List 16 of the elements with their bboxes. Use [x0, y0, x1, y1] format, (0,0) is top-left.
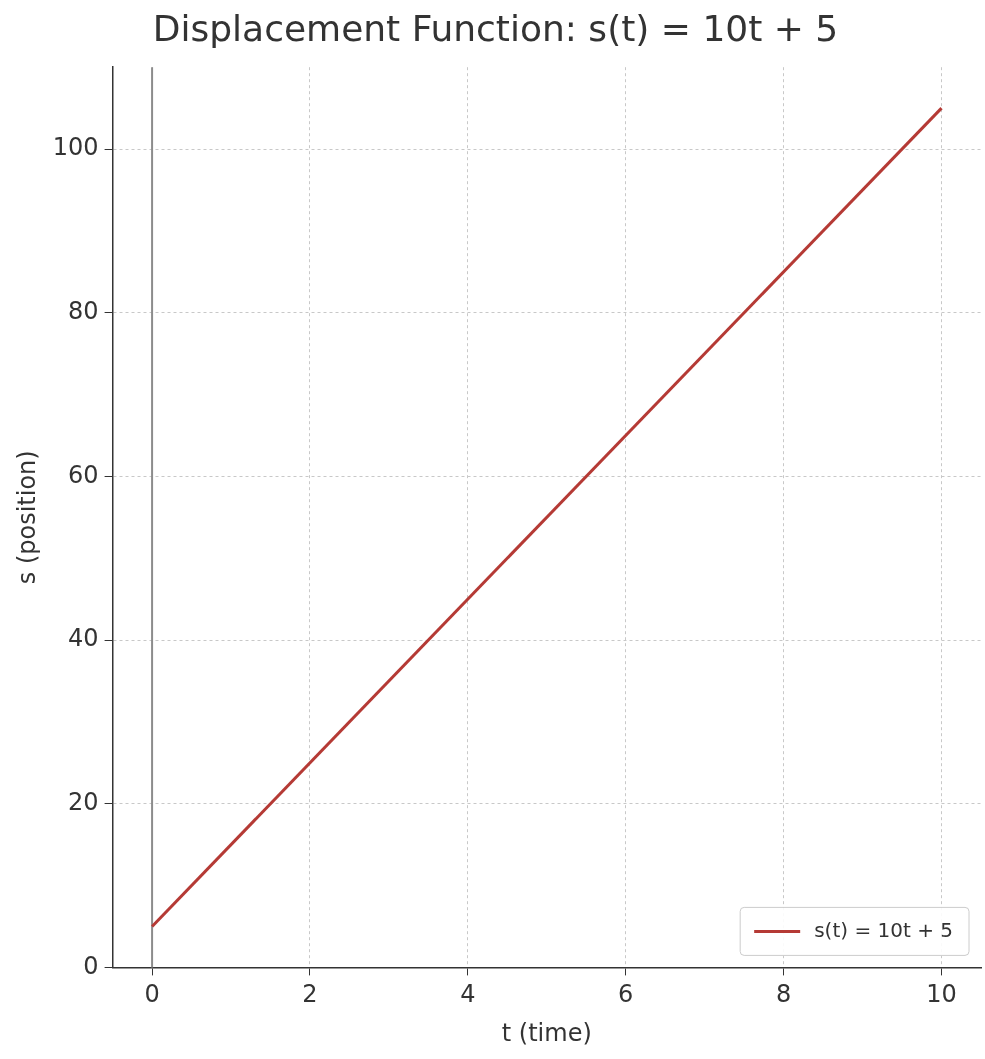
y-tick-label: 0 [83, 951, 99, 980]
y-tick-label: 20 [68, 787, 99, 816]
y-tick-label: 80 [68, 296, 99, 325]
x-tick-label: 8 [776, 980, 792, 1009]
x-tick-label: 2 [302, 980, 318, 1009]
x-tick-label: 0 [144, 980, 160, 1009]
x-axis-title: t (time) [501, 1018, 592, 1047]
y-tick-label: 100 [52, 133, 99, 162]
chart-title: Displacement Function: s(t) = 10t + 5 [152, 7, 839, 49]
legend-label: s(t) = 10t + 5 [814, 917, 953, 942]
x-tick-label: 4 [460, 980, 476, 1009]
y-tick-label: 60 [68, 460, 99, 489]
x-tick-label: 10 [926, 980, 957, 1009]
x-tick-label: 6 [618, 980, 634, 1009]
y-axis-title: s (position) [12, 450, 41, 585]
y-tick-label: 40 [68, 624, 99, 653]
